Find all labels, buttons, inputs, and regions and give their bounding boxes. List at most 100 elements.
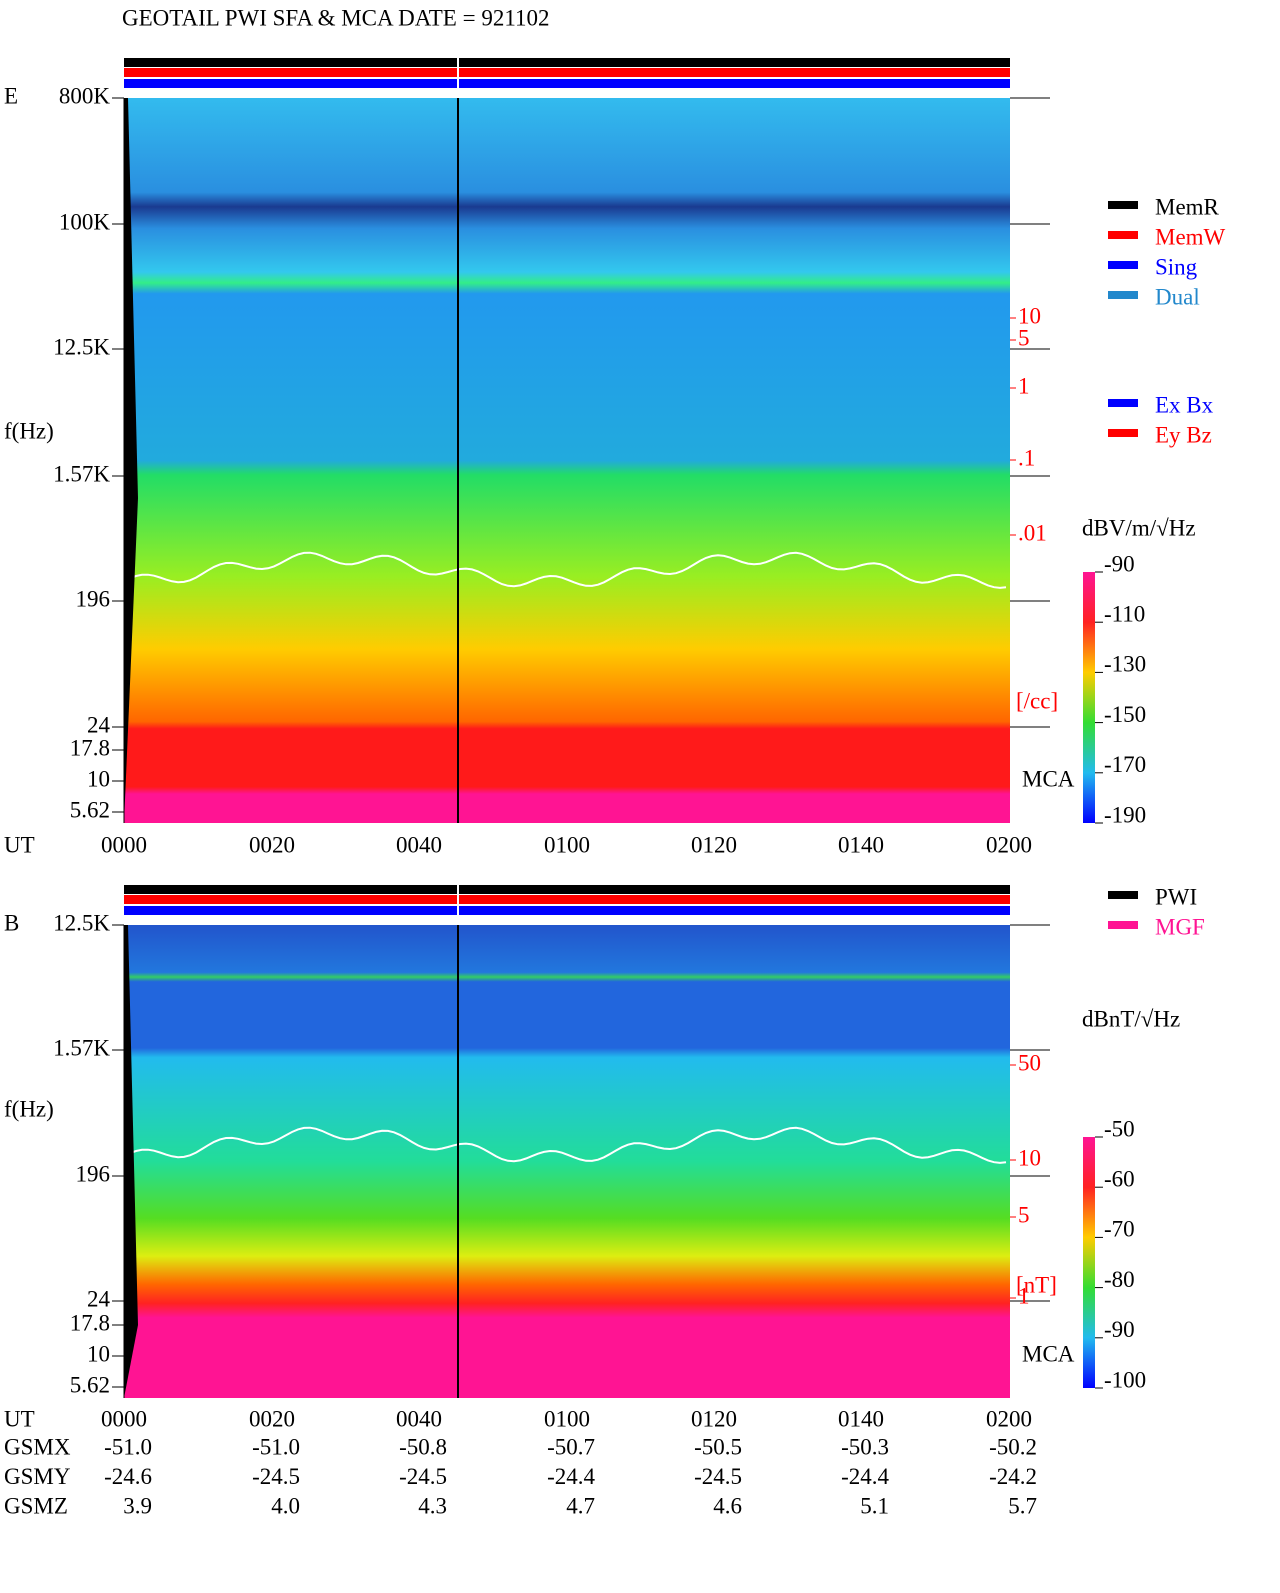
colorbar-unit: dBnT/√Hz — [1082, 1006, 1180, 1031]
colorbar-tick-label: -150 — [1104, 702, 1146, 727]
colorbar-tick-label: -110 — [1104, 601, 1145, 626]
density-label: 1 — [1018, 1283, 1030, 1308]
title: GEOTAIL PWI SFA & MCA DATE = 921102 — [122, 5, 549, 30]
legend-swatch — [1108, 201, 1138, 209]
y-tick-label: 100K — [59, 209, 111, 234]
orbit-value: -50.3 — [841, 1434, 889, 1459]
edge-gap — [124, 925, 138, 1398]
x-tick-label: 0020 — [249, 832, 295, 857]
colorbar-tick-label: -100 — [1104, 1367, 1146, 1392]
mca-label: MCA — [1022, 1341, 1075, 1366]
orbit-value: -51.0 — [104, 1434, 152, 1459]
orbit-value: -24.2 — [989, 1464, 1037, 1489]
x-tick-label: 0140 — [838, 832, 884, 857]
y-tick-label: 24 — [87, 1286, 111, 1311]
edge-gap — [124, 98, 138, 823]
y-tick-label: 5.62 — [70, 1372, 110, 1397]
y-axis-label: f(Hz) — [4, 1096, 54, 1121]
colorbar-tick-label: -90 — [1104, 551, 1135, 576]
panel-label: E — [4, 83, 18, 108]
mca-label: MCA — [1022, 766, 1075, 791]
orbit-value: -50.5 — [694, 1434, 742, 1459]
x-tick-label: 0040 — [396, 832, 442, 857]
orbit-value: -50.7 — [547, 1434, 595, 1459]
colorbar-tick-label: -170 — [1104, 752, 1146, 777]
y-tick-label: 10 — [87, 766, 110, 791]
orbit-value: -24.5 — [252, 1464, 300, 1489]
orbit-value: 4.0 — [271, 1493, 300, 1518]
colorbar-tick-label: -70 — [1104, 1217, 1135, 1242]
status-bar — [124, 885, 1010, 894]
orbit-value: -24.6 — [104, 1464, 152, 1489]
colorbar — [1083, 572, 1095, 823]
colorbar-tick-label: -190 — [1104, 802, 1146, 827]
legend-label: Dual — [1155, 284, 1200, 309]
orbit-label: GSMY — [4, 1464, 71, 1489]
orbit-value: -50.2 — [989, 1434, 1037, 1459]
status-bar — [124, 895, 1010, 904]
y-tick-label: 1.57K — [53, 461, 110, 486]
status-bar — [124, 68, 1010, 77]
legend-label: PWI — [1155, 884, 1197, 909]
legend-swatch — [1108, 921, 1138, 929]
x-tick-label: 0200 — [986, 1406, 1032, 1431]
panel-label: B — [4, 910, 19, 935]
orbit-value: 5.7 — [1008, 1493, 1037, 1518]
legend-label: MGF — [1155, 914, 1205, 939]
legend-swatch — [1108, 291, 1138, 299]
orbit-value: 3.9 — [123, 1493, 152, 1518]
orbit-value: -50.8 — [399, 1434, 447, 1459]
orbit-value: -51.0 — [252, 1434, 300, 1459]
status-bar — [124, 906, 1010, 915]
plasma-line — [129, 1126, 1007, 1164]
unit-label: [nT] — [1016, 1272, 1057, 1297]
legend-label: MemW — [1155, 224, 1226, 249]
colorbar — [1083, 1137, 1095, 1388]
orbit-value: 4.6 — [713, 1493, 742, 1518]
density-label: .1 — [1018, 445, 1035, 470]
legend-swatch — [1108, 231, 1138, 239]
legend-swatch — [1108, 399, 1138, 407]
y-tick-label: 196 — [76, 1161, 111, 1186]
x-tick-label: 0100 — [544, 1406, 590, 1431]
colorbar-tick-label: -90 — [1104, 1317, 1135, 1342]
colorbar-tick-label: -50 — [1104, 1116, 1135, 1141]
x-tick-label: 0000 — [101, 1406, 147, 1431]
legend-label: Ex Bx — [1155, 392, 1214, 417]
x-axis-label: UT — [4, 832, 35, 857]
colorbar-unit: dBV/m/√Hz — [1082, 515, 1196, 540]
y-tick-label: 17.8 — [70, 735, 110, 760]
density-label: 10 — [1018, 303, 1041, 328]
y-tick-label: 17.8 — [70, 1310, 110, 1335]
density-label: 10 — [1018, 1145, 1041, 1170]
orbit-value: -24.4 — [841, 1464, 889, 1489]
y-tick-label: 5.62 — [70, 797, 110, 822]
x-tick-label: 0100 — [544, 832, 590, 857]
colorbar-tick-label: -60 — [1104, 1166, 1135, 1191]
orbit-value: 4.7 — [566, 1493, 595, 1518]
x-tick-label: 0200 — [986, 832, 1032, 857]
legend-label: MemR — [1155, 194, 1220, 219]
y-tick-label: 24 — [87, 712, 111, 737]
orbit-label: GSMX — [4, 1434, 71, 1459]
y-tick-label: 196 — [76, 586, 111, 611]
x-tick-label: 0040 — [396, 1406, 442, 1431]
density-label: .01 — [1018, 520, 1047, 545]
colorbar-tick-label: -80 — [1104, 1267, 1135, 1292]
x-tick-label: 0120 — [691, 832, 737, 857]
spectrogram — [124, 925, 1010, 1398]
density-label: 5 — [1018, 1202, 1030, 1227]
legend-swatch — [1108, 891, 1138, 899]
x-tick-label: 0120 — [691, 1406, 737, 1431]
y-tick-label: 1.57K — [53, 1035, 110, 1060]
x-axis-label: UT — [4, 1406, 35, 1431]
spectrogram — [124, 98, 1010, 823]
legend-label: Ey Bz — [1155, 422, 1212, 447]
density-label: 5 — [1018, 325, 1030, 350]
x-tick-label: 0020 — [249, 1406, 295, 1431]
y-tick-label: 12.5K — [53, 910, 110, 935]
status-bar — [124, 79, 1010, 88]
colorbar-tick-label: -130 — [1104, 652, 1146, 677]
status-bar — [124, 58, 1010, 67]
